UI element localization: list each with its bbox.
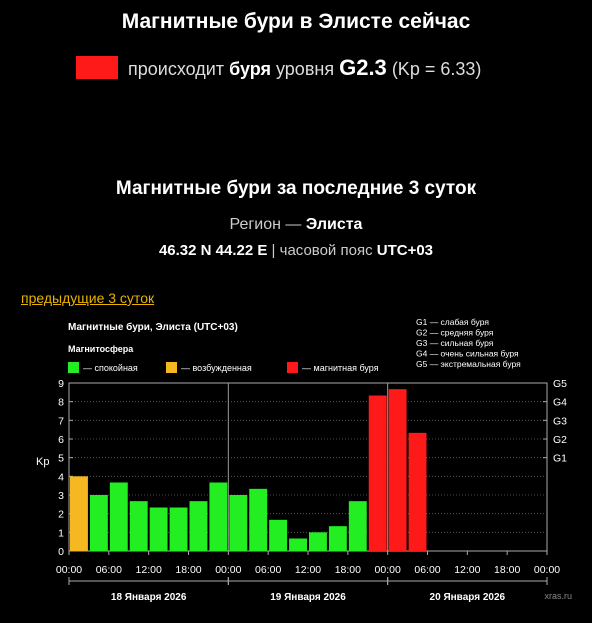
y-tick-label-6: 6	[58, 434, 64, 446]
y-tick-label-3: 3	[58, 490, 64, 502]
x-tick-label-9: 06:00	[414, 564, 440, 576]
status-prefix: происходит	[128, 59, 225, 79]
g-legend-5: G5 — экстремальная буря	[416, 359, 521, 369]
x-tick-label-11: 18:00	[494, 564, 520, 576]
bar-17	[408, 432, 427, 551]
bar-2	[109, 482, 128, 551]
y-tick-label-7: 7	[58, 415, 64, 427]
bar-15	[368, 395, 387, 551]
x-tick-label-3: 18:00	[175, 564, 201, 576]
status-level: G2.3	[339, 55, 387, 80]
y-axis-label: Kp	[36, 456, 49, 468]
x-tick-label-0: 00:00	[56, 564, 82, 576]
g-legend-1: G1 — слабая буря	[416, 317, 489, 327]
y-tick-label-1: 1	[58, 527, 64, 539]
current-status: происходит буря уровня G2.3 (Kp = 6.33)	[0, 53, 592, 83]
right-tick-label-G1: G1	[553, 453, 567, 465]
bar-0	[70, 476, 88, 551]
watermark: xras.ru	[544, 591, 572, 601]
g-legend-4: G4 — очень сильная буря	[416, 349, 519, 359]
region-line: Регион — Элиста	[0, 216, 592, 234]
right-tick-label-G3: G3	[553, 415, 567, 427]
coords-separator: |	[271, 242, 276, 259]
bar-12	[309, 532, 327, 551]
region-name: Элиста	[305, 216, 363, 233]
y-tick-label-8: 8	[58, 397, 64, 409]
legend-swatch-0	[68, 362, 79, 373]
bar-14	[348, 501, 367, 551]
x-tick-label-6: 12:00	[295, 564, 321, 576]
bar-13	[328, 526, 347, 551]
kp-chart: Магнитные бури, Элиста (UTC+03) Магнитосф…	[36, 317, 572, 603]
y-tick-label-2: 2	[58, 509, 64, 521]
x-tick-label-2: 12:00	[136, 564, 162, 576]
bar-7	[209, 482, 228, 551]
status-kp: (Kp = 6.33)	[391, 59, 482, 79]
bar-4	[149, 507, 168, 551]
right-tick-label-G5: G5	[553, 378, 567, 390]
status-text: происходит буря уровня G2.3 (Kp = 6.33)	[128, 55, 481, 81]
status-color-swatch	[76, 56, 118, 79]
y-tick-label-0: 0	[58, 546, 64, 558]
legend-label-0: — спокойная	[83, 363, 138, 373]
chart-title: Магнитные бури, Элиста (UTC+03)	[68, 321, 238, 333]
day-label-2: 20 Января 2026	[430, 592, 506, 603]
coords-value: 46.32 N 44.22 E	[158, 242, 268, 259]
bar-16	[388, 389, 407, 551]
bar-10	[269, 519, 288, 551]
status-mid: уровня	[276, 59, 335, 79]
x-tick-label-1: 06:00	[96, 564, 122, 576]
legend-label-1: — возбужденная	[181, 363, 252, 373]
previous-3-days-link[interactable]: предыдущие 3 суток	[21, 290, 155, 306]
y-tick-label-5: 5	[58, 453, 64, 465]
bar-6	[189, 501, 208, 551]
timezone-label: часовой пояс	[279, 242, 373, 259]
bar-3	[129, 501, 148, 551]
legend-swatch-2	[287, 362, 298, 373]
day-label-0: 18 Января 2026	[111, 592, 187, 603]
timezone-value: UTC+03	[376, 242, 434, 259]
legend-title: Магнитосфера	[68, 344, 134, 354]
bar-11	[289, 538, 307, 551]
coords-line: 46.32 N 44.22 E | часовой пояс UTC+03	[0, 242, 592, 259]
status-bold: буря	[229, 59, 271, 79]
bar-5	[169, 507, 188, 551]
region-label: Регион —	[229, 216, 302, 233]
page-title: Магнитные бури в Элисте сейчас	[121, 10, 471, 33]
x-tick-label-5: 06:00	[255, 564, 281, 576]
x-tick-label-8: 00:00	[375, 564, 401, 576]
bar-8	[229, 495, 248, 551]
legend-label-2: — магнитная буря	[302, 363, 379, 373]
x-tick-label-10: 12:00	[454, 564, 480, 576]
g-legend-2: G2 — средняя буря	[416, 328, 494, 338]
g-legend-3: G3 — сильная буря	[416, 338, 494, 348]
day-label-1: 19 Января 2026	[270, 592, 346, 603]
x-tick-label-12: 00:00	[534, 564, 560, 576]
bar-1	[89, 495, 108, 551]
y-tick-label-4: 4	[58, 471, 64, 483]
legend-swatch-1	[166, 362, 177, 373]
right-tick-label-G4: G4	[553, 397, 567, 409]
x-tick-label-7: 18:00	[335, 564, 361, 576]
history-title: Магнитные бури за последние 3 суток	[115, 178, 477, 199]
right-tick-label-G2: G2	[553, 434, 567, 446]
bar-9	[249, 488, 268, 551]
x-tick-label-4: 00:00	[215, 564, 241, 576]
y-tick-label-9: 9	[58, 378, 64, 390]
